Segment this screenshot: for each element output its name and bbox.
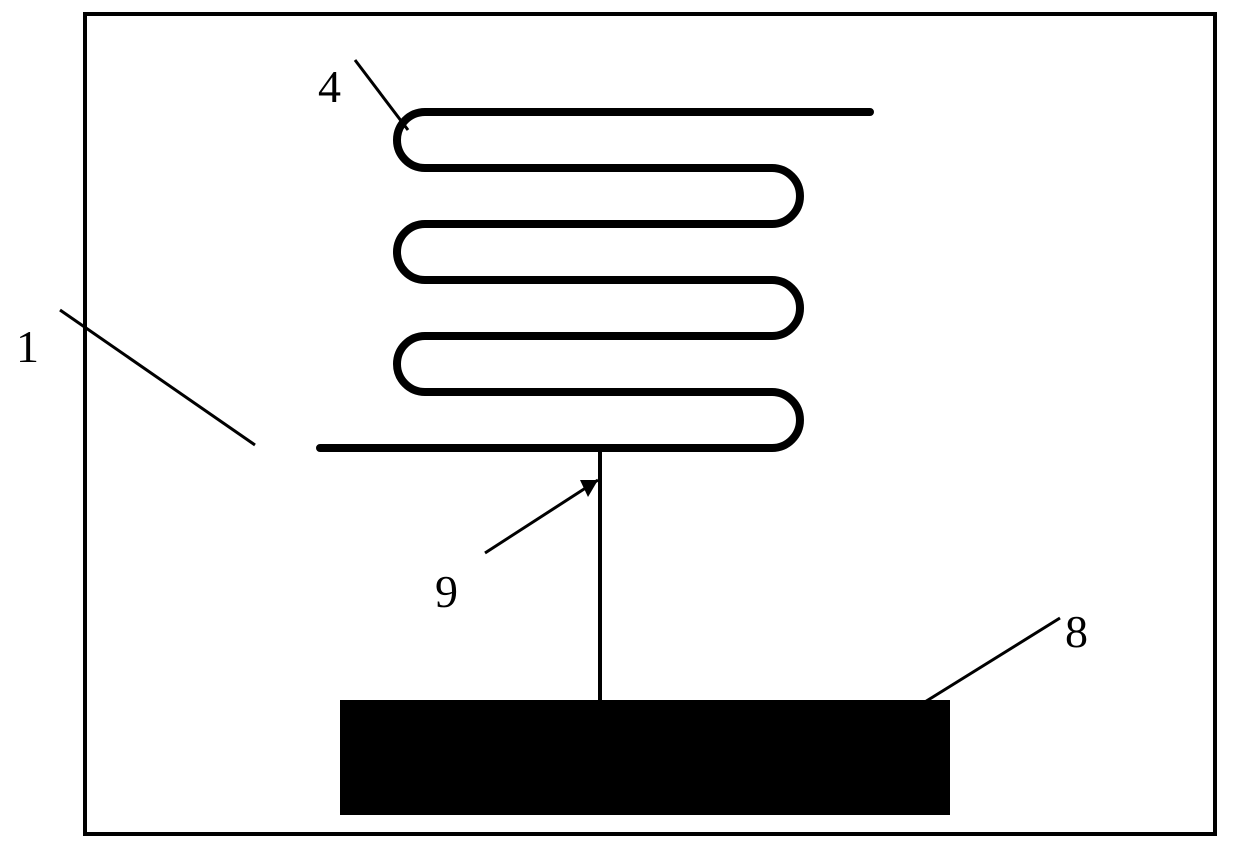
coil-path bbox=[320, 112, 870, 448]
callout-1-label: 1 bbox=[16, 320, 39, 373]
callout-8-leader bbox=[920, 618, 1060, 705]
callout-4-label: 4 bbox=[318, 60, 341, 113]
diagram-svg bbox=[0, 0, 1240, 848]
callout-9-leader bbox=[485, 480, 598, 553]
callout-9-label: 9 bbox=[435, 565, 458, 618]
callout-4-leader bbox=[355, 60, 408, 130]
callout-8-label: 8 bbox=[1065, 605, 1088, 658]
diagram-stage: 1 4 8 9 bbox=[0, 0, 1240, 848]
ground-block bbox=[340, 700, 950, 815]
callout-1-leader bbox=[60, 310, 255, 445]
